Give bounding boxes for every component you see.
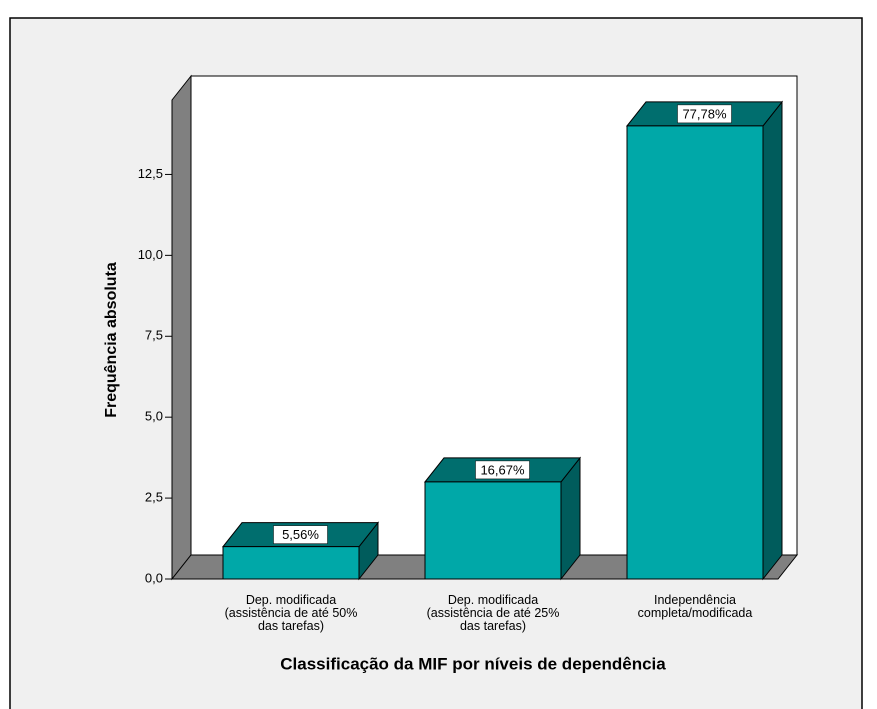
y-tick-label: 0,0 bbox=[145, 570, 163, 585]
value-label: 16,67% bbox=[480, 462, 525, 477]
value-label: 5,56% bbox=[282, 527, 319, 542]
left-wall bbox=[171, 74, 192, 581]
y-tick-label: 5,0 bbox=[145, 409, 163, 424]
y-tick-label: 10,0 bbox=[138, 247, 163, 262]
x-tick-label: Dep. modificada (assistência de até 50% … bbox=[224, 593, 358, 633]
bar-front bbox=[626, 125, 764, 580]
y-tick-label: 2,5 bbox=[145, 490, 163, 505]
bar-front bbox=[424, 481, 562, 580]
bar bbox=[625, 100, 784, 581]
bar-side bbox=[762, 100, 783, 581]
x-tick-label: Independência completa/modificada bbox=[637, 593, 753, 620]
y-axis-title: Frequência absoluta bbox=[103, 262, 120, 418]
value-label: 77,78% bbox=[682, 106, 727, 121]
y-tick-label: 12,5 bbox=[138, 166, 163, 181]
value-label-box bbox=[475, 460, 530, 480]
x-tick-label: Dep. modificada (assistência de até 25% … bbox=[426, 593, 560, 633]
value-label-box bbox=[677, 104, 732, 124]
y-tick-label: 7,5 bbox=[145, 328, 163, 343]
value-label-box bbox=[273, 525, 328, 544]
x-axis-title: Classificação da MIF por níveis de depen… bbox=[280, 654, 666, 673]
bar-front bbox=[222, 546, 360, 580]
